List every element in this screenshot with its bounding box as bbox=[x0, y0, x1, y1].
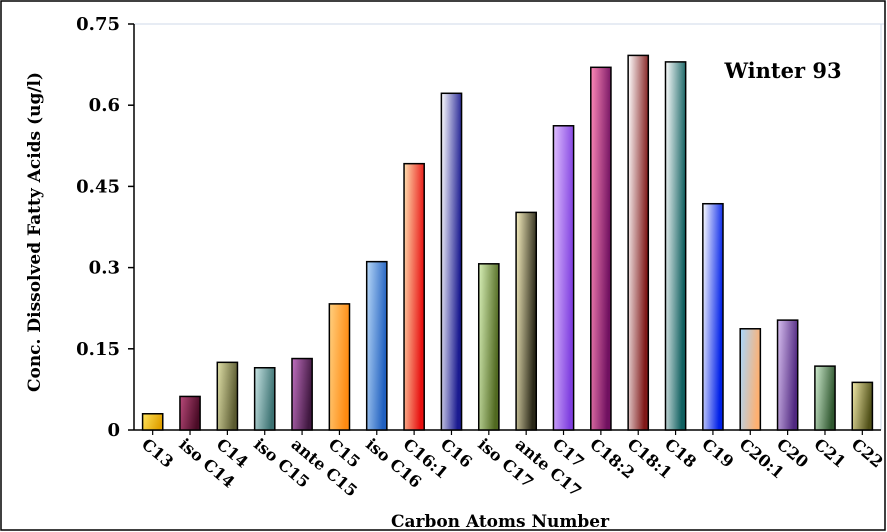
bar-c14 bbox=[216, 361, 239, 431]
bar-iso-c15 bbox=[253, 366, 276, 431]
x-axis-title: Carbon Atoms Number bbox=[391, 512, 610, 532]
y-tick-label: 0.15 bbox=[76, 339, 120, 360]
bar-c19 bbox=[702, 202, 724, 431]
bar-iso-c16 bbox=[365, 260, 388, 431]
y-tick-label: 0.45 bbox=[76, 176, 120, 197]
bar-ante-c15 bbox=[291, 357, 313, 431]
y-tick-label: 0.6 bbox=[89, 95, 120, 116]
bar-c22 bbox=[851, 381, 874, 431]
bar-c17 bbox=[552, 125, 575, 431]
bar-iso-c17 bbox=[477, 263, 500, 431]
bar-c20-1 bbox=[739, 328, 762, 431]
bar-c16 bbox=[440, 92, 463, 431]
bar-iso-c14 bbox=[179, 395, 201, 431]
bar-c16-1 bbox=[403, 162, 425, 431]
bar-ante-c17 bbox=[515, 211, 538, 431]
bar-c18-1 bbox=[627, 54, 650, 431]
y-tick-label: 0.75 bbox=[76, 14, 120, 35]
y-axis: 0 0.15 0.3 0.45 0.6 0.75 bbox=[76, 14, 135, 441]
bar-c15 bbox=[328, 303, 351, 431]
bars bbox=[141, 54, 874, 431]
bar-c18-2 bbox=[590, 66, 612, 431]
y-axis-title: Conc. Dissolved Fatty Acids (ug/l) bbox=[25, 72, 45, 392]
bar-c13 bbox=[141, 413, 164, 431]
bar-c20 bbox=[776, 319, 799, 431]
y-tick-label: 0 bbox=[107, 420, 120, 441]
y-tick-label: 0.3 bbox=[89, 258, 120, 279]
bar-c18 bbox=[664, 61, 687, 431]
bar-c21 bbox=[814, 365, 836, 431]
chart-title: Winter 93 bbox=[723, 58, 841, 83]
